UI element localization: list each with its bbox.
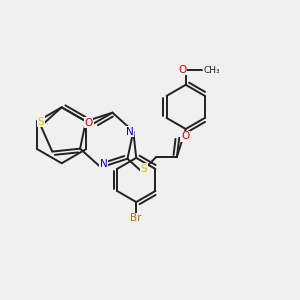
Text: O: O <box>178 64 186 74</box>
Text: S: S <box>141 164 147 174</box>
Text: N: N <box>100 159 108 170</box>
Text: O: O <box>181 131 189 141</box>
Text: O: O <box>85 118 93 128</box>
Text: S: S <box>38 117 44 127</box>
Text: Br: Br <box>130 213 142 223</box>
Text: CH₃: CH₃ <box>203 66 220 75</box>
Text: N: N <box>126 127 134 137</box>
